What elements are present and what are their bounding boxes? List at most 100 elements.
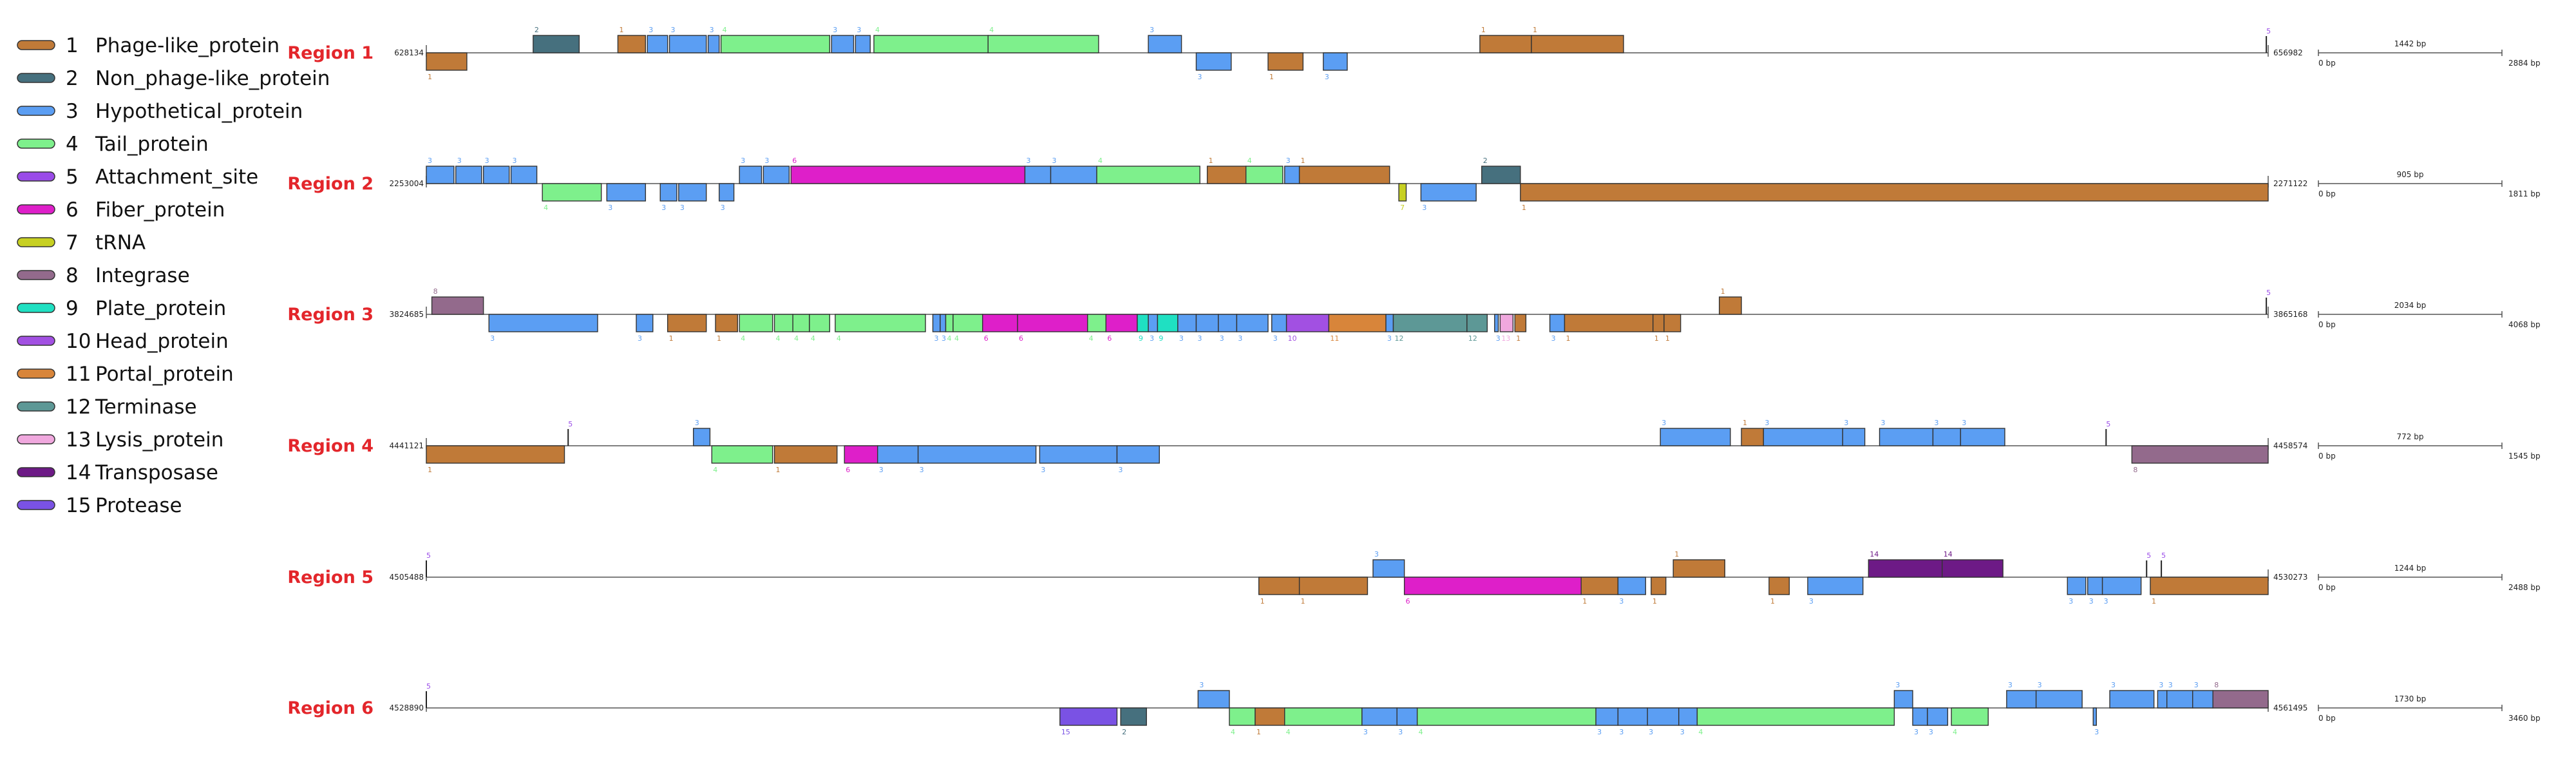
scale-bar-max: 4068 bp (2508, 320, 2541, 329)
legend-number: 5 (66, 166, 79, 189)
gene-box (1960, 428, 2005, 446)
legend-number: 12 (66, 396, 91, 419)
legend-number: 15 (66, 494, 91, 517)
gene-number-label: 3 (1551, 334, 1556, 343)
gene-box (1499, 314, 1514, 332)
gene-number-label: 14 (1870, 550, 1879, 558)
gene-number-label: 1 (1260, 597, 1265, 606)
gene-box (809, 314, 831, 332)
gene-number-label: 4 (875, 26, 880, 34)
gene-number-label: 5 (2161, 551, 2166, 560)
gene-box (636, 314, 654, 332)
gene-number-label: 3 (1765, 419, 1769, 427)
gene-number-label: 3 (1680, 728, 1685, 736)
legend-label: Head_protein (95, 330, 229, 353)
gene-box (1206, 166, 1247, 184)
gene-number-label: 12 (1468, 334, 1477, 343)
gene-number-label: 3 (2038, 681, 2042, 689)
gene-number-label: 3 (1150, 26, 1154, 34)
gene-box (1372, 559, 1405, 578)
gene-number-label: 3 (1197, 73, 1202, 81)
gene-box (426, 52, 468, 71)
gene-box (1284, 707, 1363, 726)
legend-number: 14 (66, 461, 91, 484)
legend-swatch (17, 434, 55, 444)
gene-number-label: 1 (1665, 334, 1670, 343)
gene-box (773, 314, 793, 332)
gene-box (426, 166, 455, 184)
gene-number-label: 3 (2008, 681, 2012, 689)
gene-number-label: 9 (1139, 334, 1143, 343)
gene-number-label: 10 (1288, 334, 1297, 343)
gene-box (1531, 35, 1624, 53)
gene-box (1942, 559, 2003, 578)
legend-item: 14 Transposase (17, 461, 218, 484)
gene-box (1663, 314, 1681, 332)
gene-number-label: 3 (1662, 419, 1666, 427)
gene-box (431, 296, 484, 315)
gene-number-label: 3 (764, 157, 769, 165)
region-title: Region 5 (287, 568, 374, 587)
gene-box (1466, 314, 1488, 332)
gene-box (762, 166, 790, 184)
gene-number-label: 3 (485, 157, 489, 165)
gene-box (1385, 314, 1394, 332)
gene-number-label: 6 (1107, 334, 1112, 343)
legend-item: 10 Head_protein (17, 330, 229, 353)
legend-number: 3 (66, 100, 79, 123)
gene-number-label: 3 (1398, 728, 1403, 736)
legend-swatch (17, 500, 55, 510)
gene-box (1672, 559, 1725, 578)
gene-box (510, 166, 538, 184)
gene-box (720, 35, 831, 53)
gene-number-label: 4 (1089, 334, 1094, 343)
gene-number-label: 1 (1301, 157, 1305, 165)
gene-box (1392, 314, 1468, 332)
gene-number-label: 3 (2094, 728, 2099, 736)
region-start-coord: 2253004 (390, 179, 424, 188)
gene-box (647, 35, 668, 53)
gene-box (1218, 314, 1238, 332)
gene-number-label: 3 (1273, 334, 1278, 343)
gene-box (1148, 35, 1182, 53)
gene-number-label: 2 (1483, 157, 1488, 165)
gene-number-label: 4 (544, 204, 548, 212)
gene-box (1137, 314, 1149, 332)
gene-number-label: 6 (792, 157, 797, 165)
gene-number-label: 3 (1934, 419, 1938, 427)
gene-box (1284, 166, 1300, 184)
gene-number-label: 3 (2069, 597, 2073, 606)
gene-number-label: 4 (989, 26, 994, 34)
gene-box (1120, 707, 1147, 726)
gene-number-label: 3 (2111, 681, 2116, 689)
gene-box (1195, 314, 1219, 332)
gene-box (659, 183, 677, 202)
gene-number-label: 3 (1929, 728, 1933, 736)
gene-box (707, 35, 720, 53)
gene-number-label: 8 (433, 287, 438, 296)
gene-number-label: 1 (428, 73, 432, 81)
gene-number-label: 3 (1325, 73, 1329, 81)
legend-label: Protease (95, 494, 182, 517)
gene-number-label: 4 (1698, 728, 1703, 736)
scale-bar-min: 0 bp (2318, 714, 2336, 723)
gene-number-label: 15 (1061, 728, 1070, 736)
gene-box (1912, 707, 1928, 726)
gene-box (1255, 707, 1285, 726)
gene-box (1258, 577, 1300, 595)
scale-bar-max: 2488 bp (2508, 583, 2541, 592)
gene-number-label: 3 (942, 334, 946, 343)
gene-box (2087, 577, 2103, 595)
gene-number-label: 3 (1914, 728, 1918, 736)
gene-number-label: 1 (1743, 419, 1747, 427)
legend-swatch (17, 106, 55, 116)
gene-box (1741, 428, 1765, 446)
gene-box (1660, 428, 1731, 446)
gene-number-label: 4 (1098, 157, 1103, 165)
gene-box (1245, 166, 1283, 184)
gene-number-label: 1 (2152, 597, 2156, 606)
gene-number-label: 4 (954, 334, 959, 343)
gene-box (1842, 428, 1866, 446)
gene-box (844, 445, 878, 464)
